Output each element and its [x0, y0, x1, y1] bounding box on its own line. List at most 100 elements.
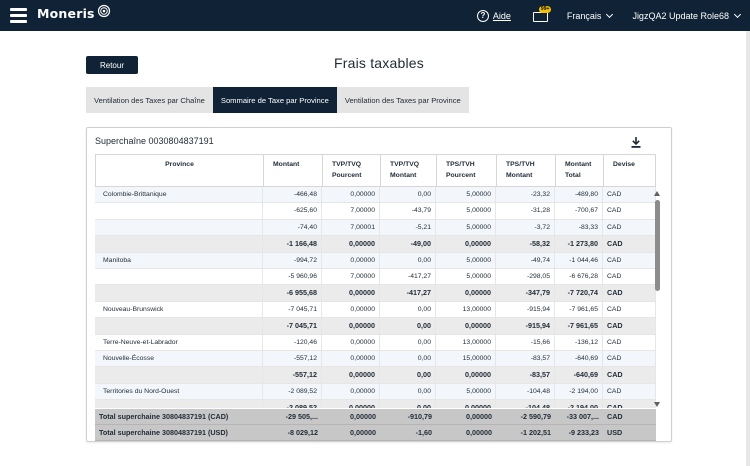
- page-scrollbar-track[interactable]: [746, 31, 750, 466]
- mail-icon: [532, 11, 548, 22]
- total-cell: -9 233,23: [568, 428, 599, 437]
- moneris-logo[interactable]: Moneris: [37, 4, 111, 21]
- table-cell: -120,46: [263, 334, 322, 351]
- table-cell: -136,12: [555, 334, 603, 351]
- total-cell: 0,00000: [466, 428, 492, 437]
- table-cell: -74,40: [263, 219, 322, 237]
- language-label: Français: [566, 10, 602, 21]
- table-scrollbar[interactable]: [653, 187, 662, 409]
- table-cell: -83,57: [496, 367, 555, 384]
- table-cell: -640,69: [555, 351, 603, 368]
- total-cell: -8 029,12: [287, 428, 318, 437]
- hamburger-menu-icon[interactable]: [10, 8, 27, 23]
- column-header[interactable]: Province: [96, 155, 264, 186]
- table-cell: 5,00000: [436, 203, 496, 220]
- table-cell: -3,72: [496, 219, 555, 237]
- table-cell: -83,33: [555, 219, 603, 237]
- table-cell: -23,32: [496, 187, 555, 204]
- total-cell: Total superchaine 30804837191 (USD): [99, 428, 228, 437]
- scrollbar-thumb[interactable]: [655, 200, 660, 291]
- user-menu[interactable]: JigzQA2 Update Role68: [632, 10, 742, 21]
- help-link[interactable]: ? Aide: [476, 9, 511, 22]
- column-header-line1: TVP/TVQ: [390, 161, 420, 168]
- column-header[interactable]: Devise: [604, 155, 657, 186]
- column-header[interactable]: TVP/TVQ Montant: [381, 155, 437, 186]
- subtotal-row: -6 955,68 0,00000 -417,27 0,00000 -347,79 -7 …: [95, 285, 656, 302]
- column-header[interactable]: TVP/TVQ Pourcent: [323, 155, 381, 186]
- column-header-line2: Montant: [390, 172, 417, 179]
- table-cell: -43,79: [380, 203, 436, 220]
- table-cell: 0,00000: [322, 236, 380, 253]
- table-cell: CAD: [603, 252, 656, 269]
- column-header-line2: Total: [565, 172, 581, 179]
- scroll-down-arrow-icon[interactable]: [654, 402, 660, 407]
- column-header-line1: TVP/TVQ: [332, 161, 362, 168]
- table-cell: CAD: [603, 236, 656, 253]
- table-cell: -6 955,68: [263, 285, 322, 302]
- table-cell: CAD: [603, 334, 656, 351]
- table-cell: CAD: [603, 285, 656, 302]
- table-cell: -700,67: [555, 203, 603, 220]
- table-cell: [95, 269, 263, 286]
- back-button[interactable]: Retour: [86, 56, 138, 74]
- total-cell: Total superchaine 30804837191 (CAD): [99, 412, 229, 421]
- table-cell: 0,00: [380, 301, 436, 319]
- tab-sommaire-province[interactable]: Sommaire de Taxe par Province: [212, 87, 337, 113]
- tab-ventilation-province[interactable]: Ventilation des Taxes par Province: [336, 87, 469, 113]
- subtotal-row: -557,12 0,00000 0,00 0,00000 -83,57 -640,69 CA…: [95, 367, 656, 384]
- table-cell: 0,00: [380, 351, 436, 368]
- table-cell: Nouveau-Brunswick: [95, 301, 263, 319]
- table-cell: 0,00000: [322, 334, 380, 351]
- column-header[interactable]: TPS/TVH Montant: [497, 155, 556, 186]
- table-cell: 13,00000: [436, 301, 496, 319]
- table-cell: -466,48: [263, 187, 322, 204]
- report-card: Superchaîne 0030804837191 Province Montan…: [86, 127, 672, 442]
- table-cell: -15,66: [496, 334, 555, 351]
- table-row: Terre-Neuve-et-Labrador -120,46 0,00000 0,0…: [95, 334, 656, 351]
- logo-text: Moneris: [37, 6, 95, 21]
- table-row: -5 960,96 7,00000 -417,27 5,00000 -298,05 -6 …: [95, 269, 656, 286]
- table-cell: 7,00001: [322, 219, 380, 237]
- table-cell: CAD: [603, 269, 656, 286]
- table-cell: CAD: [603, 383, 656, 401]
- table-cell: [95, 219, 263, 237]
- table-cell: 0,00000: [322, 367, 380, 384]
- table-cell: -7 045,71: [263, 318, 322, 335]
- table-cell: [95, 318, 263, 335]
- table-row: Manitoba -994,72 0,00000 0,00 5,00000 -49,74-…: [95, 252, 656, 269]
- table-cell: -7 045,71: [263, 301, 322, 319]
- table-cell: 0,00000: [322, 383, 380, 401]
- messages-button[interactable]: 99+: [532, 5, 552, 22]
- total-cell: -1 202,51: [520, 428, 551, 437]
- scroll-up-arrow-icon[interactable]: [654, 191, 660, 196]
- table-cell: -7 720,74: [555, 285, 603, 302]
- table-cell: 0,00000: [436, 367, 496, 384]
- total-cell: -2 590,79: [520, 412, 551, 421]
- table-cell: -104,48: [496, 383, 555, 401]
- column-header[interactable]: TPS/TVH Pourcent: [437, 155, 497, 186]
- subtotal-row: -7 045,71 0,00000 0,00 0,00000 -915,94 -7 961…: [95, 318, 656, 335]
- column-header[interactable]: Montant: [264, 155, 323, 186]
- table-cell: -557,12: [263, 351, 322, 368]
- total-row: Total superchaine 30804837191 (CAD) -29 5…: [95, 409, 656, 425]
- table-row: -625,60 7,00000 -43,79 5,00000 -31,28 -700,67…: [95, 203, 656, 220]
- table-cell: 0,00: [380, 318, 436, 335]
- tab-ventilation-chaine[interactable]: Ventilation des Taxes par Chaîne: [86, 87, 213, 113]
- table-cell: 0,00: [380, 187, 436, 204]
- column-header-line2: Pourcent: [446, 172, 476, 179]
- table-cell: -49,00: [380, 236, 436, 253]
- column-header-line2: Pourcent: [332, 172, 362, 179]
- column-header[interactable]: Montant Total: [556, 155, 604, 186]
- column-header-line1: TPS/TVH: [446, 161, 475, 168]
- table-cell: 5,00000: [436, 219, 496, 237]
- table-cell: -104,48: [496, 400, 555, 408]
- total-cell: -910,79: [407, 412, 432, 421]
- table-cell: 15,00000: [436, 351, 496, 368]
- download-icon[interactable]: [631, 137, 641, 148]
- table-cell: CAD: [603, 187, 656, 204]
- language-selector[interactable]: Français: [566, 10, 614, 21]
- subtotal-row: -2 089,52 0,00000 0,00 0,00000 -104,48 -2 194…: [95, 400, 656, 408]
- table-cell: [95, 236, 263, 253]
- table-totals: Total superchaine 30804837191 (CAD) -29 5…: [95, 409, 656, 441]
- total-row: Total superchaine 30804837191 (USD) -8 02…: [95, 425, 656, 441]
